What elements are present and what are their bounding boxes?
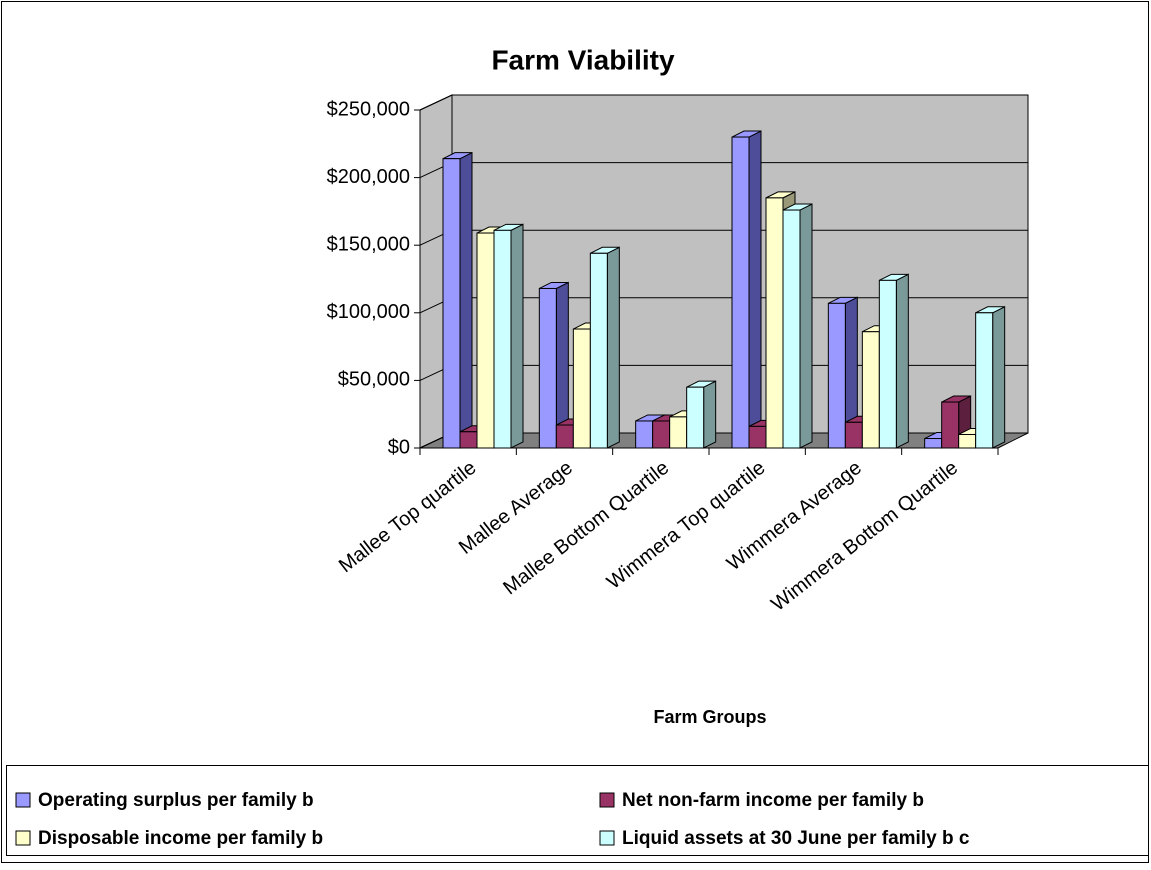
grid-line bbox=[419, 94, 453, 111]
bar-side bbox=[459, 151, 473, 449]
bar-side bbox=[703, 380, 717, 449]
bar-front bbox=[861, 331, 880, 449]
bar-side bbox=[895, 273, 909, 449]
bar-front bbox=[958, 433, 977, 449]
legend-label: Liquid assets at 30 June per family b c bbox=[622, 828, 970, 849]
bar-side bbox=[992, 305, 1006, 449]
y-tick-label: $0 bbox=[388, 436, 410, 458]
bar bbox=[782, 203, 813, 449]
bar-front bbox=[555, 424, 574, 449]
bar bbox=[589, 246, 620, 449]
bar-front bbox=[844, 421, 863, 449]
bar bbox=[538, 281, 569, 449]
y-tick-label: $100,000 bbox=[327, 301, 410, 323]
bar-front bbox=[878, 279, 897, 449]
bar-front bbox=[748, 425, 767, 449]
bar-front bbox=[686, 386, 705, 449]
y-tick-label: $50,000 bbox=[338, 369, 410, 391]
bar-front bbox=[589, 252, 608, 449]
bar-front bbox=[476, 232, 495, 449]
x-axis-label: Farm Groups bbox=[653, 707, 766, 727]
bar-side bbox=[748, 130, 762, 449]
bar-front bbox=[975, 312, 994, 449]
legend-label: Disposable income per family b bbox=[38, 828, 323, 849]
bar bbox=[975, 305, 1006, 449]
bar-front bbox=[731, 136, 750, 449]
legend-swatch bbox=[15, 792, 31, 808]
bar-front bbox=[572, 328, 591, 449]
legend-label: Operating surplus per family b bbox=[38, 790, 314, 811]
bar-front bbox=[538, 287, 557, 449]
bar-front bbox=[635, 420, 654, 449]
y-tick-label: $200,000 bbox=[327, 166, 410, 188]
bar-front bbox=[442, 158, 461, 449]
legend bbox=[6, 765, 1149, 856]
y-tick-label: $150,000 bbox=[327, 233, 410, 255]
bar-side bbox=[510, 223, 524, 449]
bar-front bbox=[652, 420, 671, 449]
legend-label: Net non-farm income per family b bbox=[622, 790, 924, 811]
legend-swatch bbox=[599, 830, 615, 846]
bar-front bbox=[493, 229, 512, 449]
bar-front bbox=[924, 438, 943, 449]
y-tick-label: $250,000 bbox=[327, 98, 410, 120]
bar bbox=[686, 380, 717, 449]
legend-swatch bbox=[15, 830, 31, 846]
bar-front bbox=[827, 302, 846, 449]
bar-front bbox=[669, 416, 688, 449]
bar-front bbox=[782, 209, 801, 449]
bar-side bbox=[799, 203, 813, 449]
legend-swatch bbox=[599, 792, 615, 808]
bar-front bbox=[941, 401, 960, 449]
bar-side bbox=[606, 246, 620, 449]
bar-front bbox=[765, 197, 784, 449]
bar bbox=[731, 130, 762, 449]
chart-title: Farm Viability bbox=[491, 44, 675, 75]
bar-front bbox=[459, 431, 478, 449]
bar bbox=[493, 223, 524, 449]
bar bbox=[878, 273, 909, 449]
bar bbox=[442, 151, 473, 449]
